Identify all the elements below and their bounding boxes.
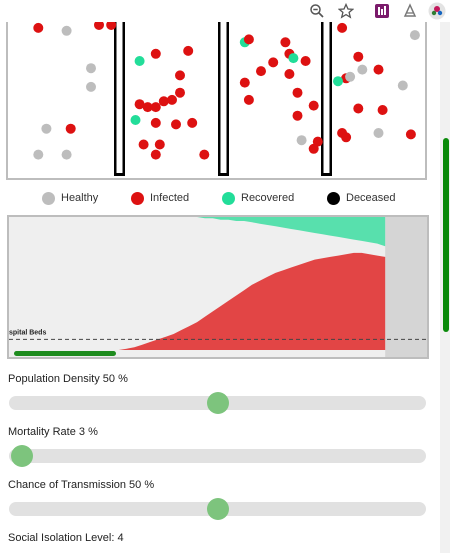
isolation-label: Social Isolation Level: 4 — [8, 532, 124, 544]
transmission-slider[interactable] — [9, 498, 426, 520]
healthy-particle — [86, 81, 96, 92]
hospital-beds-label: spital Beds — [9, 329, 46, 336]
infected-particle — [337, 22, 348, 33]
infected-particle — [308, 100, 319, 111]
healthy-particle — [296, 135, 307, 146]
mortality-slider[interactable] — [9, 445, 426, 467]
chart-remaining-area — [385, 217, 427, 357]
infected-particle — [138, 139, 149, 150]
profile-avatar-icon[interactable] — [428, 2, 446, 20]
infected-particle — [106, 22, 117, 30]
healthy-particle — [33, 149, 44, 160]
legend-deceased: Deceased — [327, 189, 396, 207]
legend-infected: Infected — [131, 189, 189, 207]
legend-label: Deceased — [346, 192, 396, 204]
infected-particle — [268, 57, 279, 68]
legend-label: Recovered — [241, 192, 295, 204]
extension-icon[interactable] — [373, 2, 391, 20]
particles-group — [33, 22, 420, 160]
recovered-particle — [130, 115, 141, 125]
zoom-out-icon[interactable] — [308, 2, 326, 20]
infected-particle — [405, 129, 416, 140]
progress-bar — [14, 351, 116, 356]
healthy-particle — [61, 149, 72, 160]
healthy-particle — [86, 63, 96, 74]
infected-particle — [353, 51, 364, 62]
healthy-particle — [409, 30, 420, 41]
healthy-particle — [357, 64, 368, 75]
density-slider-thumb[interactable] — [206, 392, 229, 414]
healthy-particle — [397, 80, 408, 91]
infected-area — [9, 252, 386, 350]
transmission-label: Chance of Transmission 50 % — [8, 479, 155, 491]
infected-particle — [199, 149, 210, 160]
infected-particle — [175, 70, 185, 81]
infected-particle — [150, 48, 161, 59]
infected-particle — [256, 66, 266, 77]
infected-particle — [175, 87, 185, 98]
infected-particle — [353, 103, 364, 114]
epidemic-chart-canvas: spital Beds — [9, 217, 427, 357]
epidemic-chart: spital Beds — [7, 215, 429, 359]
infected-particle — [171, 119, 181, 130]
healthy-particle — [41, 123, 52, 134]
infected-dot-icon — [131, 191, 144, 205]
infected-particle — [239, 77, 250, 88]
healthy-particle — [61, 25, 72, 36]
infected-particle — [154, 139, 165, 150]
infected-particle — [300, 56, 311, 66]
infected-particle — [280, 37, 291, 48]
infected-particle — [33, 22, 44, 33]
transmission-slider-thumb[interactable] — [206, 498, 229, 520]
infected-particle — [308, 143, 319, 154]
browser-toolbar — [0, 0, 450, 22]
recovered-particle — [288, 53, 299, 64]
mortality-slider-thumb[interactable] — [10, 445, 33, 467]
infected-particle — [150, 117, 161, 128]
infected-particle — [183, 45, 194, 56]
simulation-area — [6, 22, 427, 180]
legend-recovered: Recovered — [222, 189, 294, 207]
pdf-extension-icon[interactable] — [401, 2, 419, 20]
infected-particle — [292, 87, 303, 98]
infected-particle — [94, 22, 104, 30]
infected-particle — [142, 102, 153, 113]
infected-particle — [187, 117, 198, 128]
healthy-dot-icon — [42, 191, 55, 205]
infected-particle — [134, 99, 145, 110]
mortality-label: Mortality Rate 3 % — [8, 426, 98, 438]
infected-particle — [243, 94, 254, 105]
legend-label: Healthy — [61, 192, 99, 204]
infected-particle — [292, 110, 303, 121]
simulation-canvas — [33, 22, 420, 176]
star-icon[interactable] — [337, 2, 355, 20]
legend-healthy: Healthy — [42, 189, 98, 207]
infected-particle — [373, 64, 384, 75]
recovered-particle — [134, 56, 145, 66]
healthy-particle — [373, 128, 384, 138]
infected-particle — [150, 102, 161, 113]
infected-particle — [284, 69, 295, 79]
legend-label: Infected — [150, 192, 190, 204]
infected-particle — [65, 123, 76, 134]
scrollbar-thumb[interactable] — [443, 138, 449, 332]
density-label: Population Density 50 % — [8, 373, 128, 385]
recovered-area — [9, 217, 386, 247]
infected-particle — [243, 34, 254, 45]
infected-particle — [167, 94, 177, 105]
recovered-dot-icon — [222, 191, 235, 205]
deceased-dot-icon — [327, 191, 340, 205]
infected-particle — [341, 132, 352, 143]
infected-particle — [150, 149, 161, 160]
infected-particle — [377, 105, 388, 115]
healthy-particle — [345, 71, 356, 82]
infected-particle — [158, 96, 169, 107]
recovered-particle — [333, 76, 343, 87]
density-slider[interactable] — [9, 392, 426, 414]
